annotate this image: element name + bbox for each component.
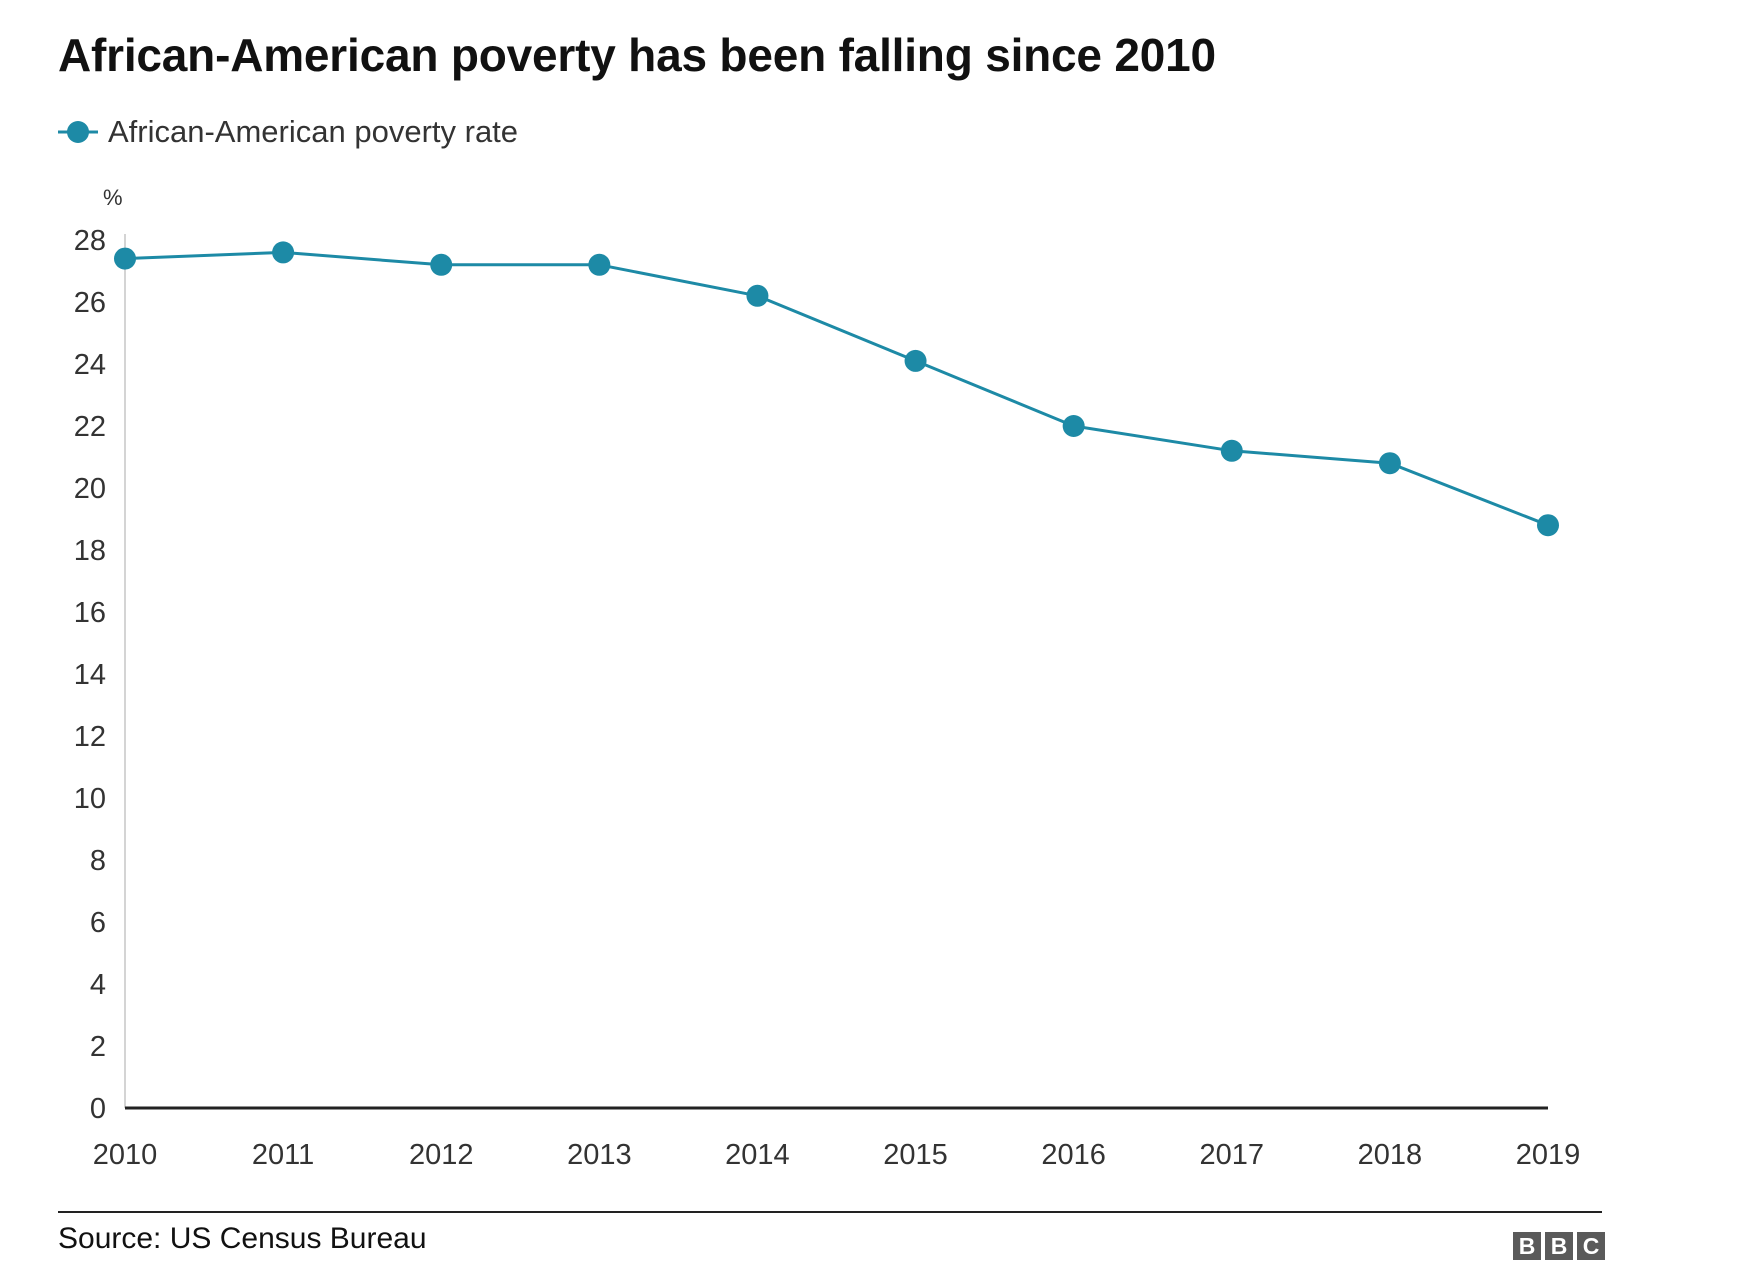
legend: African-American poverty rate xyxy=(58,112,518,152)
y-unit-label: % xyxy=(103,185,123,210)
data-point xyxy=(904,349,927,372)
y-tick-label: 24 xyxy=(74,349,106,381)
x-tick-label: 2012 xyxy=(409,1139,474,1171)
bbc-logo-block: B xyxy=(1513,1232,1541,1260)
x-tick-label: 2018 xyxy=(1358,1139,1423,1171)
data-point xyxy=(114,247,136,270)
x-tick-label: 2014 xyxy=(725,1139,790,1171)
data-point xyxy=(1378,452,1401,475)
x-tick-label: 2017 xyxy=(1200,1139,1265,1171)
data-point xyxy=(430,253,453,276)
x-tick-label: 2019 xyxy=(1516,1139,1581,1171)
y-tick-label: 18 xyxy=(74,535,106,567)
y-tick-label: 12 xyxy=(74,721,106,753)
y-tick-label: 20 xyxy=(74,473,106,505)
x-tick-label: 2013 xyxy=(567,1139,632,1171)
bbc-logo: B B C xyxy=(1513,1232,1605,1260)
footer-divider xyxy=(58,1211,1602,1213)
bbc-logo-block: B xyxy=(1545,1232,1573,1260)
data-point xyxy=(272,241,295,264)
y-tick-label: 16 xyxy=(74,597,106,629)
data-point xyxy=(1062,415,1085,437)
legend-label: African-American poverty rate xyxy=(108,114,519,149)
y-tick-label: 4 xyxy=(90,969,106,1001)
x-tick-label: 2015 xyxy=(883,1139,948,1171)
x-axis: 2010 2011 2012 2013 2014 2015 2016 2017 2018 2019 xyxy=(93,1106,1581,1171)
y-tick-label: 8 xyxy=(90,845,106,877)
source-text: Source: US Census Bureau xyxy=(58,1222,427,1255)
data-point xyxy=(1220,439,1243,462)
y-tick-label: 6 xyxy=(90,907,106,939)
y-tick-label: 28 xyxy=(74,225,106,257)
y-tick-label: 10 xyxy=(74,783,106,815)
y-tick-label: 22 xyxy=(74,411,106,443)
series-line xyxy=(124,250,1549,527)
y-tick-label: 14 xyxy=(74,659,106,691)
y-tick-label: 2 xyxy=(90,1031,106,1063)
legend-marker-icon xyxy=(58,121,98,143)
data-point xyxy=(588,253,611,276)
data-point xyxy=(746,284,769,307)
bbc-logo-block: C xyxy=(1577,1232,1605,1260)
series xyxy=(114,241,1559,537)
x-tick-label: 2010 xyxy=(93,1139,158,1171)
y-tick-label: 0 xyxy=(90,1093,106,1125)
y-tick-label: 26 xyxy=(74,287,106,319)
x-tick-label: 2011 xyxy=(252,1139,314,1171)
chart-title: African-American poverty has been fallin… xyxy=(58,29,1216,81)
data-point xyxy=(1537,514,1559,537)
x-tick-label: 2016 xyxy=(1041,1139,1106,1171)
